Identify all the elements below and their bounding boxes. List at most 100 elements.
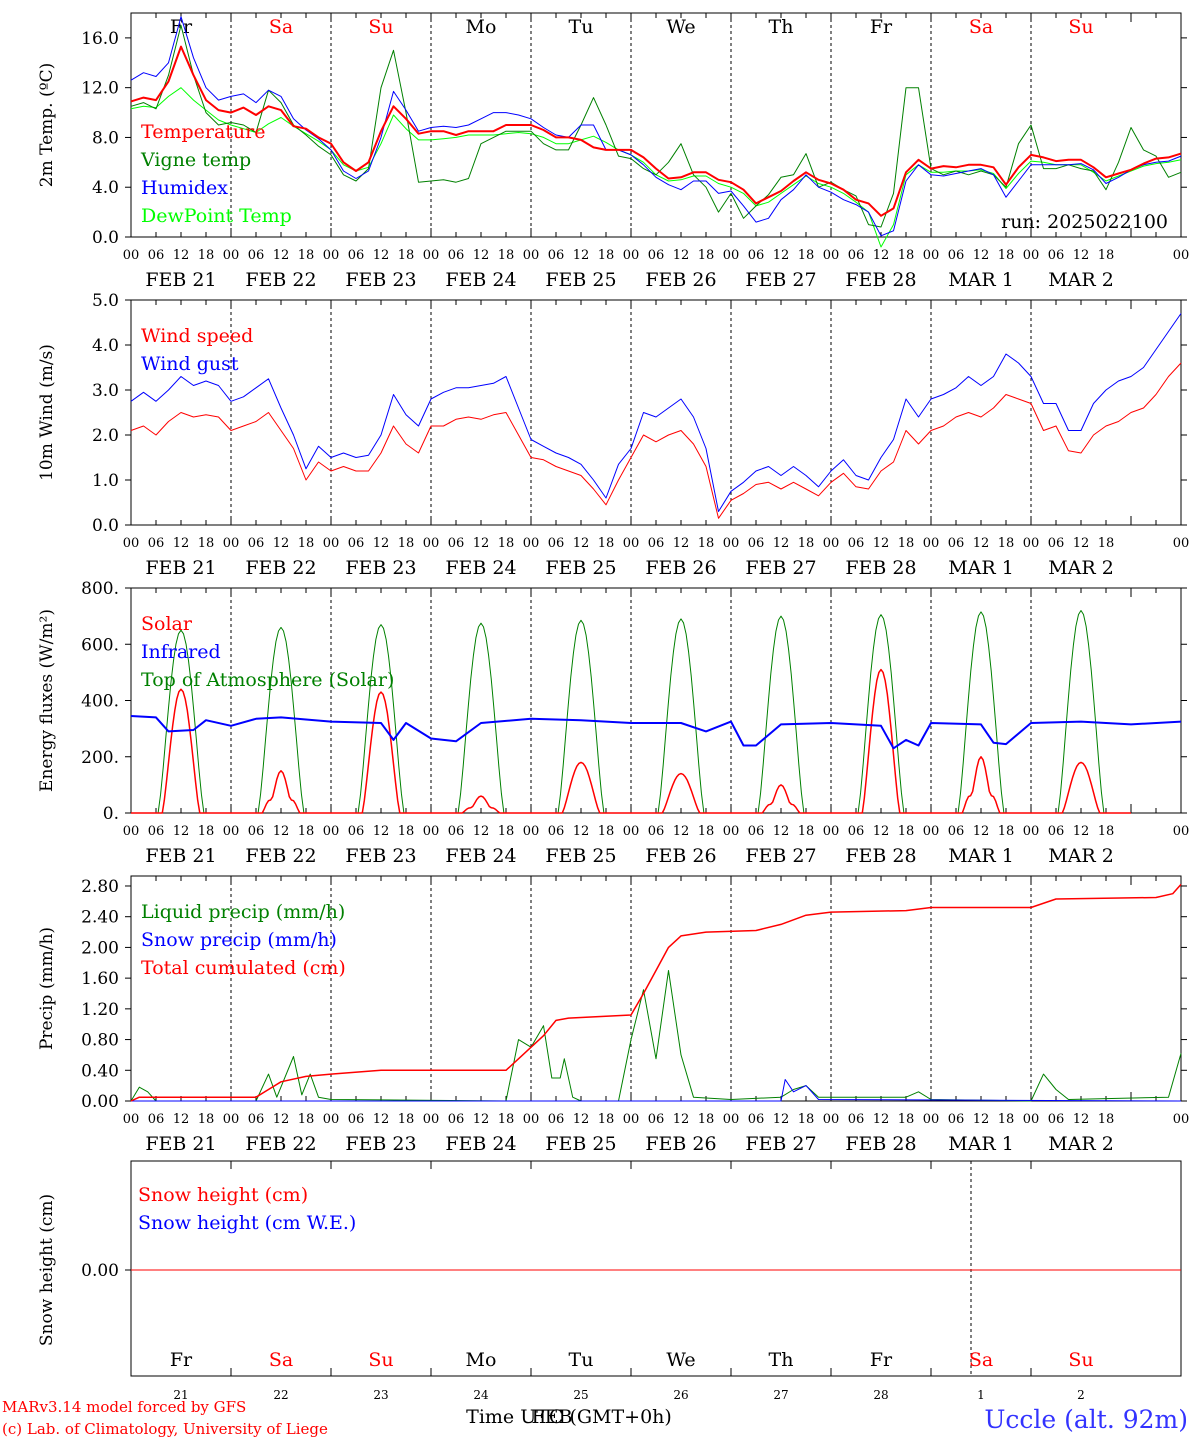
hour-tick-label: 06 [848, 824, 865, 839]
date-label: FEB 25 [545, 845, 616, 867]
hour-tick-label: 06 [648, 824, 665, 839]
weekday-label: Tu [569, 16, 594, 38]
hour-tick-label: 18 [898, 1112, 915, 1127]
day-number-label: 1 [977, 1388, 985, 1402]
hour-tick-label: 06 [148, 824, 165, 839]
hour-tick-label: 12 [673, 1112, 690, 1127]
date-label: FEB 23 [345, 557, 416, 579]
hour-tick-label: 18 [798, 536, 815, 551]
hour-tick-label: 12 [273, 536, 290, 551]
hour-tick-label: 18 [298, 536, 315, 551]
hour-tick-label: 12 [873, 824, 890, 839]
hour-tick-label: 06 [148, 1112, 165, 1127]
hour-tick-label: 00 [1023, 1112, 1040, 1127]
hour-tick-label: 18 [298, 248, 315, 263]
date-label: FEB 22 [245, 269, 316, 291]
date-label: FEB 25 [545, 557, 616, 579]
y-tick-label: 0.0 [92, 516, 119, 536]
series-vigne-temp [130, 24, 1182, 228]
y-tick-label: 3.0 [92, 381, 119, 401]
y-axis-label: Snow height (cm) [37, 1194, 57, 1346]
series-solar-day [331, 691, 431, 814]
series-snow-precip-mm-h- [131, 1079, 1182, 1102]
hour-tick-label: 12 [373, 248, 390, 263]
y-tick-label: 12.0 [81, 79, 119, 99]
hour-tick-label: 06 [448, 1112, 465, 1127]
hour-tick-label: 06 [648, 536, 665, 551]
weekday-label: Th [769, 1349, 794, 1371]
hour-tick-label: 06 [948, 1112, 965, 1127]
day-number-label: 24 [473, 1388, 489, 1402]
hour-tick-label: 00 [723, 536, 740, 551]
hour-tick-label: 12 [173, 248, 190, 263]
model-credit: MARv3.14 model forced by GFS [2, 1398, 246, 1416]
date-label: FEB 22 [245, 1133, 316, 1155]
date-label: FEB 21 [145, 269, 216, 291]
hour-tick-label: 06 [648, 248, 665, 263]
legend-entry: Humidex [141, 177, 228, 199]
hour-tick-label: 00 [723, 248, 740, 263]
hour-tick-label: 00 [1173, 1112, 1190, 1127]
hour-tick-label: 00 [123, 536, 140, 551]
legend-entry: Wind gust [141, 353, 239, 375]
date-label: MAR 2 [1048, 557, 1114, 579]
hour-tick-label: 12 [473, 1112, 490, 1127]
hour-tick-label: 00 [223, 536, 240, 551]
hour-tick-label: 00 [1023, 824, 1040, 839]
y-tick-label: 1.0 [92, 471, 119, 491]
weekday-label: We [666, 1349, 695, 1371]
hour-tick-label: 00 [123, 1112, 140, 1127]
series-solar-day [631, 772, 731, 814]
series-toa-day [331, 624, 431, 814]
series-solar-day [931, 756, 1031, 814]
hour-tick-label: 12 [473, 248, 490, 263]
series-solar-day [1031, 761, 1131, 814]
series-toa-day [931, 611, 1031, 814]
legend-entry: DewPoint Temp [141, 205, 292, 227]
hour-tick-label: 18 [1098, 248, 1115, 263]
hour-tick-label: 12 [173, 824, 190, 839]
hour-tick-label: 18 [998, 824, 1015, 839]
date-label: FEB 23 [345, 1133, 416, 1155]
hour-tick-label: 00 [523, 248, 540, 263]
weekday-label: Sa [969, 16, 993, 38]
date-label: FEB 27 [745, 557, 816, 579]
hour-tick-label: 00 [523, 1112, 540, 1127]
hour-tick-label: 06 [248, 1112, 265, 1127]
y-axis-label: 2m Temp. (ºC) [37, 63, 57, 188]
footer: MARv3.14 model forced by GFS (c) Lab. of… [2, 1398, 1188, 1438]
date-label: FEB 26 [645, 557, 716, 579]
series-solar-day [831, 668, 931, 814]
hour-tick-label: 18 [198, 248, 215, 263]
hour-tick-label: 12 [773, 1112, 790, 1127]
legend-entry: Snow height (cm W.E.) [138, 1212, 356, 1234]
y-tick-label: 600. [81, 635, 119, 655]
hour-tick-label: 18 [898, 248, 915, 263]
hour-tick-label: 00 [423, 1112, 440, 1127]
hour-tick-label: 06 [748, 1112, 765, 1127]
hour-tick-label: 12 [373, 824, 390, 839]
legend-entry: Vigne temp [140, 149, 251, 171]
hour-tick-label: 18 [298, 1112, 315, 1127]
y-tick-label: 2.00 [81, 938, 119, 958]
hour-tick-label: 00 [523, 536, 540, 551]
date-label: MAR 1 [948, 1133, 1014, 1155]
hour-tick-label: 00 [423, 536, 440, 551]
hour-tick-label: 00 [623, 824, 640, 839]
legend-entry: Solar [141, 613, 193, 635]
hour-tick-label: 00 [623, 1112, 640, 1127]
weekday-label: We [666, 16, 695, 38]
date-label: FEB 28 [845, 557, 916, 579]
hour-tick-label: 12 [573, 248, 590, 263]
hour-tick-label: 06 [348, 248, 365, 263]
y-tick-label: 0.40 [81, 1061, 119, 1081]
series-total-cumulated-cm- [130, 883, 1182, 1102]
weekday-label: Su [1068, 1349, 1093, 1371]
legend-entry: Wind speed [141, 325, 253, 347]
date-label: MAR 2 [1048, 1133, 1114, 1155]
y-tick-label: 0.0 [92, 228, 119, 248]
hour-tick-label: 00 [323, 536, 340, 551]
hour-tick-label: 06 [548, 248, 565, 263]
hour-tick-label: 06 [748, 824, 765, 839]
